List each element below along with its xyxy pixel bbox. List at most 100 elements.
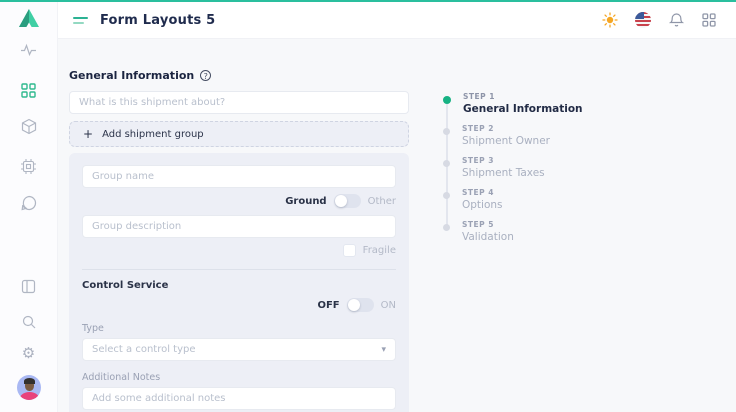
section-title: General Information <box>69 69 195 82</box>
chat-bubble-icon <box>20 195 36 211</box>
section-header: General Information ? <box>69 69 409 82</box>
search-icon <box>22 315 35 329</box>
help-icon[interactable]: ? <box>200 70 212 81</box>
step-dot <box>443 128 450 135</box>
step-item-5[interactable]: STEP 5 Validation <box>443 220 643 254</box>
control-service-toggle[interactable] <box>346 298 374 312</box>
toggle-knob <box>347 299 360 311</box>
additional-notes-input[interactable] <box>82 387 396 410</box>
activity-icon <box>21 43 36 57</box>
step-item-1[interactable]: STEP 1 General Information <box>443 92 643 126</box>
cpu-icon <box>21 158 36 174</box>
steps-wrapper: STEP 1 General Information STEP 2 Shipme… <box>443 92 643 254</box>
control-type-select[interactable]: Select a control type ▾ <box>82 338 396 361</box>
header: Form Layouts 5 <box>58 2 736 39</box>
sun-icon <box>602 12 618 28</box>
step-label: STEP 4 <box>462 188 494 197</box>
menu-bar-2 <box>73 21 84 24</box>
step-label: STEP 3 <box>462 156 494 165</box>
sidebar-item-activity[interactable] <box>17 40 41 60</box>
wizard-steps: STEP 1 General Information STEP 2 Shipme… <box>443 92 643 254</box>
step-dot <box>443 96 451 104</box>
avatar-hair <box>23 377 35 384</box>
ground-other-toggle[interactable] <box>333 194 361 208</box>
toggle-left-label: Ground <box>285 195 327 207</box>
grid-icon <box>21 82 36 98</box>
step-text: STEP 3 Shipment Taxes <box>462 156 545 190</box>
notes-label: Additional Notes <box>82 372 161 383</box>
sidebar-item-search[interactable] <box>17 312 41 332</box>
toggle-right-label: Other <box>367 195 396 207</box>
type-label: Type <box>82 323 104 334</box>
ground-other-toggle-row: Ground Other <box>82 194 396 208</box>
step-text: STEP 2 Shipment Owner <box>462 124 550 158</box>
add-shipment-group-button[interactable]: + Add shipment group <box>69 121 409 147</box>
shipment-about-input[interactable] <box>69 91 409 114</box>
step-dot <box>443 224 450 231</box>
on-label: ON <box>380 299 396 311</box>
sidebar-item-hardware[interactable] <box>17 156 41 176</box>
step-dot <box>443 160 450 167</box>
step-text: STEP 4 Options <box>462 188 503 222</box>
apps-grid-icon <box>702 13 716 27</box>
step-text: STEP 1 General Information <box>463 92 583 126</box>
app-logo[interactable] <box>17 8 41 28</box>
form-column: General Information ? + Add shipment gro… <box>69 69 409 412</box>
user-avatar[interactable] <box>16 374 41 400</box>
toggle-knob <box>334 195 347 207</box>
add-shipment-group-label: Add shipment group <box>102 128 204 140</box>
group-name-input[interactable] <box>82 165 396 188</box>
sidebar-item-dashboard-active[interactable] <box>17 80 41 100</box>
sidebar: ⚙ <box>0 2 58 412</box>
step-label: STEP 2 <box>462 124 494 133</box>
step-title: Shipment Taxes <box>462 167 545 179</box>
theme-sun-toggle[interactable] <box>601 11 619 29</box>
fragile-checkbox[interactable] <box>342 244 356 257</box>
step-label: STEP 5 <box>462 220 494 229</box>
flag-canton <box>635 12 644 19</box>
step-title: Validation <box>462 231 514 243</box>
group-description-input[interactable] <box>82 215 396 238</box>
bell-icon <box>668 13 684 27</box>
layout-panel-icon <box>21 279 36 293</box>
menu-bar-1 <box>73 16 88 19</box>
avatar-head <box>24 379 34 391</box>
sidebar-item-settings[interactable]: ⚙ <box>17 343 41 363</box>
fragile-label: Fragile <box>362 245 396 256</box>
main-content: General Information ? + Add shipment gro… <box>58 39 736 412</box>
gear-icon: ⚙ <box>21 343 36 362</box>
apps-menu-button[interactable] <box>700 11 718 29</box>
step-title: General Information <box>463 103 583 115</box>
chevron-down-icon: ▾ <box>381 344 386 355</box>
off-label: OFF <box>317 299 340 311</box>
divider <box>82 269 396 270</box>
shipment-group-card: Ground Other Fragile Control Service <box>69 153 409 412</box>
control-service-title: Control Service <box>82 280 169 291</box>
header-icons <box>601 11 718 29</box>
step-title: Shipment Owner <box>462 135 550 147</box>
avatar <box>16 374 41 400</box>
language-selector[interactable] <box>634 11 652 29</box>
top-accent-bar <box>0 0 736 2</box>
logo-triangle-icon <box>18 9 39 27</box>
plus-icon: + <box>83 127 94 141</box>
step-item-4[interactable]: STEP 4 Options <box>443 188 643 222</box>
sidebar-item-packages[interactable] <box>17 116 41 136</box>
menu-toggle-icon[interactable] <box>70 14 91 27</box>
page-title: Form Layouts 5 <box>100 12 216 28</box>
sidebar-item-layout[interactable] <box>17 276 41 296</box>
step-label: STEP 1 <box>463 92 495 101</box>
step-item-3[interactable]: STEP 3 Shipment Taxes <box>443 156 643 190</box>
us-flag-icon <box>635 12 651 28</box>
step-text: STEP 5 Validation <box>462 220 514 254</box>
right-column: Form Layouts 5 <box>58 2 736 412</box>
step-dot <box>443 192 450 199</box>
fragile-row: Fragile <box>82 244 396 257</box>
notifications-button[interactable] <box>667 11 685 29</box>
avatar-shirt <box>19 391 39 400</box>
step-item-2[interactable]: STEP 2 Shipment Owner <box>443 124 643 158</box>
sidebar-item-messages[interactable] <box>17 193 41 213</box>
cube-icon <box>21 118 36 134</box>
off-on-toggle-row: OFF ON <box>82 298 396 312</box>
